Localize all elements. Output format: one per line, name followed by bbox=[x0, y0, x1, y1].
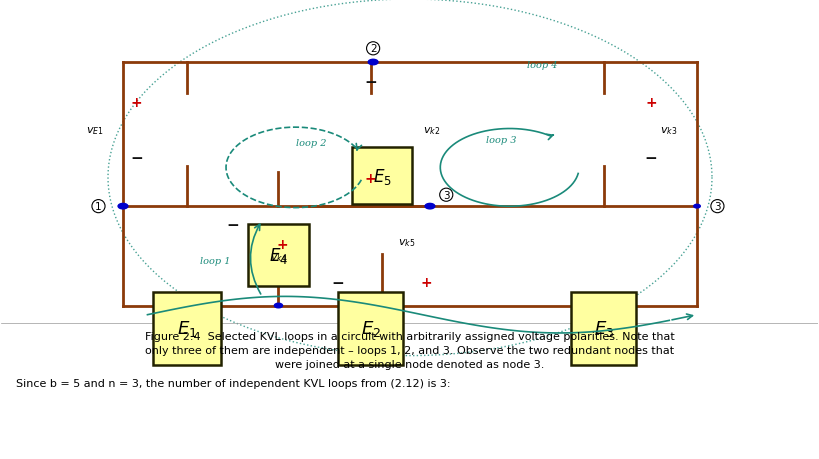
Text: were joined at a single node denoted as node 3.: were joined at a single node denoted as … bbox=[275, 359, 544, 369]
Text: Figure 2.4  Selected KVL loops in a circuit with arbitrarily assigned voltage po: Figure 2.4 Selected KVL loops in a circu… bbox=[145, 332, 674, 341]
Text: 3: 3 bbox=[443, 190, 450, 200]
Text: −: − bbox=[364, 75, 377, 90]
Text: 2: 2 bbox=[370, 44, 377, 54]
Text: +: + bbox=[277, 237, 288, 252]
Text: +: + bbox=[364, 172, 377, 185]
Text: 3: 3 bbox=[714, 202, 721, 212]
Bar bbox=[338, 292, 403, 365]
Text: only three of them are independent – loops 1, 2, and 3. Observe the two redundan: only three of them are independent – loo… bbox=[145, 346, 674, 356]
Circle shape bbox=[425, 204, 435, 209]
Text: $E_3$: $E_3$ bbox=[594, 319, 614, 339]
Text: $v_{E1}$: $v_{E1}$ bbox=[85, 124, 103, 136]
Text: $v_{k2}$: $v_{k2}$ bbox=[423, 124, 440, 136]
Text: $E_2$: $E_2$ bbox=[360, 319, 381, 339]
Bar bbox=[352, 148, 412, 205]
Circle shape bbox=[694, 205, 700, 208]
Text: loop 4: loop 4 bbox=[527, 62, 558, 70]
Bar bbox=[572, 292, 636, 365]
Text: loop 2: loop 2 bbox=[296, 139, 327, 147]
Text: −: − bbox=[130, 151, 143, 165]
Text: +: + bbox=[645, 96, 657, 110]
Text: $E_1$: $E_1$ bbox=[177, 319, 197, 339]
Circle shape bbox=[274, 303, 283, 308]
Bar bbox=[247, 224, 310, 286]
Text: $v_{k4}$: $v_{k4}$ bbox=[269, 252, 287, 263]
Text: loop 3: loop 3 bbox=[486, 136, 517, 145]
Text: Since b = 5 and n = 3, the number of independent KVL loops from (2.12) is 3:: Since b = 5 and n = 3, the number of ind… bbox=[16, 378, 450, 388]
Text: +: + bbox=[421, 275, 432, 290]
Text: loop 1: loop 1 bbox=[201, 257, 231, 266]
Text: $E_4$: $E_4$ bbox=[269, 245, 288, 265]
Bar bbox=[153, 292, 220, 365]
Text: 1: 1 bbox=[95, 202, 102, 212]
Circle shape bbox=[118, 204, 128, 209]
Text: $E_5$: $E_5$ bbox=[373, 167, 391, 186]
Text: −: − bbox=[331, 275, 344, 290]
Text: $v_{k5}$: $v_{k5}$ bbox=[398, 237, 415, 249]
Text: −: − bbox=[645, 151, 658, 165]
Circle shape bbox=[369, 60, 378, 66]
Text: −: − bbox=[227, 218, 239, 233]
Text: $v_{k3}$: $v_{k3}$ bbox=[660, 124, 677, 136]
Text: +: + bbox=[131, 96, 143, 110]
